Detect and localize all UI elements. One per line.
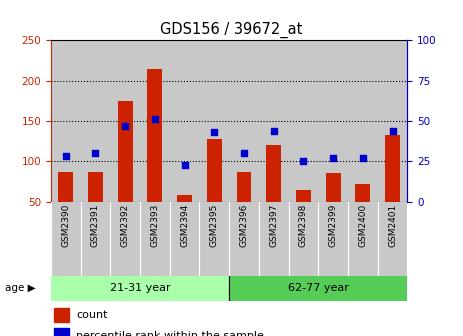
Bar <box>385 135 400 202</box>
Bar <box>326 173 341 202</box>
Bar <box>378 40 407 202</box>
Bar <box>51 202 81 276</box>
Text: percentile rank within the sample: percentile rank within the sample <box>76 331 264 336</box>
Bar <box>58 172 73 202</box>
Point <box>92 151 99 156</box>
Point <box>181 162 188 167</box>
Point <box>359 155 367 161</box>
Bar <box>207 139 222 202</box>
Point <box>151 117 159 122</box>
Text: 62-77 year: 62-77 year <box>288 283 349 293</box>
Bar <box>356 184 370 202</box>
Text: count: count <box>76 310 107 320</box>
Bar <box>51 276 229 301</box>
Text: GSM2401: GSM2401 <box>388 204 397 247</box>
Bar <box>296 190 311 202</box>
Bar <box>319 202 348 276</box>
Text: age ▶: age ▶ <box>5 283 35 293</box>
Point <box>240 151 248 156</box>
Text: GSM2399: GSM2399 <box>329 204 338 247</box>
Bar <box>237 172 251 202</box>
Bar <box>229 202 259 276</box>
Point <box>211 130 218 135</box>
Text: GSM2393: GSM2393 <box>150 204 159 247</box>
Bar <box>200 40 229 202</box>
Point <box>121 123 129 128</box>
Bar <box>118 101 132 202</box>
Point <box>330 155 337 161</box>
Bar <box>140 40 170 202</box>
Bar <box>177 195 192 202</box>
Bar <box>288 40 319 202</box>
Point <box>389 128 396 133</box>
Text: GSM2390: GSM2390 <box>61 204 70 247</box>
Bar <box>140 202 170 276</box>
Bar <box>259 202 288 276</box>
Bar <box>110 40 140 202</box>
Text: GSM2391: GSM2391 <box>91 204 100 247</box>
Bar <box>378 202 407 276</box>
Text: GSM2396: GSM2396 <box>239 204 249 247</box>
Bar <box>266 145 281 202</box>
Text: GSM2395: GSM2395 <box>210 204 219 247</box>
Bar <box>348 202 378 276</box>
Bar <box>259 40 288 202</box>
Bar <box>55 328 69 336</box>
Bar <box>288 202 319 276</box>
Bar <box>200 202 229 276</box>
Text: GSM2398: GSM2398 <box>299 204 308 247</box>
Bar <box>88 172 103 202</box>
Bar <box>55 308 69 322</box>
Bar <box>51 40 81 202</box>
Bar <box>348 40 378 202</box>
Bar <box>81 40 110 202</box>
Text: GDS156 / 39672_at: GDS156 / 39672_at <box>160 22 303 38</box>
Text: GSM2392: GSM2392 <box>121 204 130 247</box>
Text: 21-31 year: 21-31 year <box>110 283 170 293</box>
Bar <box>81 202 110 276</box>
Point <box>300 159 307 164</box>
Bar <box>229 276 407 301</box>
Bar <box>229 40 259 202</box>
Bar <box>170 202 200 276</box>
Bar <box>170 40 200 202</box>
Bar <box>110 202 140 276</box>
Point <box>62 154 69 159</box>
Point <box>270 128 277 133</box>
Text: GSM2397: GSM2397 <box>269 204 278 247</box>
Bar <box>148 69 163 202</box>
Bar <box>319 40 348 202</box>
Text: GSM2394: GSM2394 <box>180 204 189 247</box>
Text: GSM2400: GSM2400 <box>358 204 367 247</box>
